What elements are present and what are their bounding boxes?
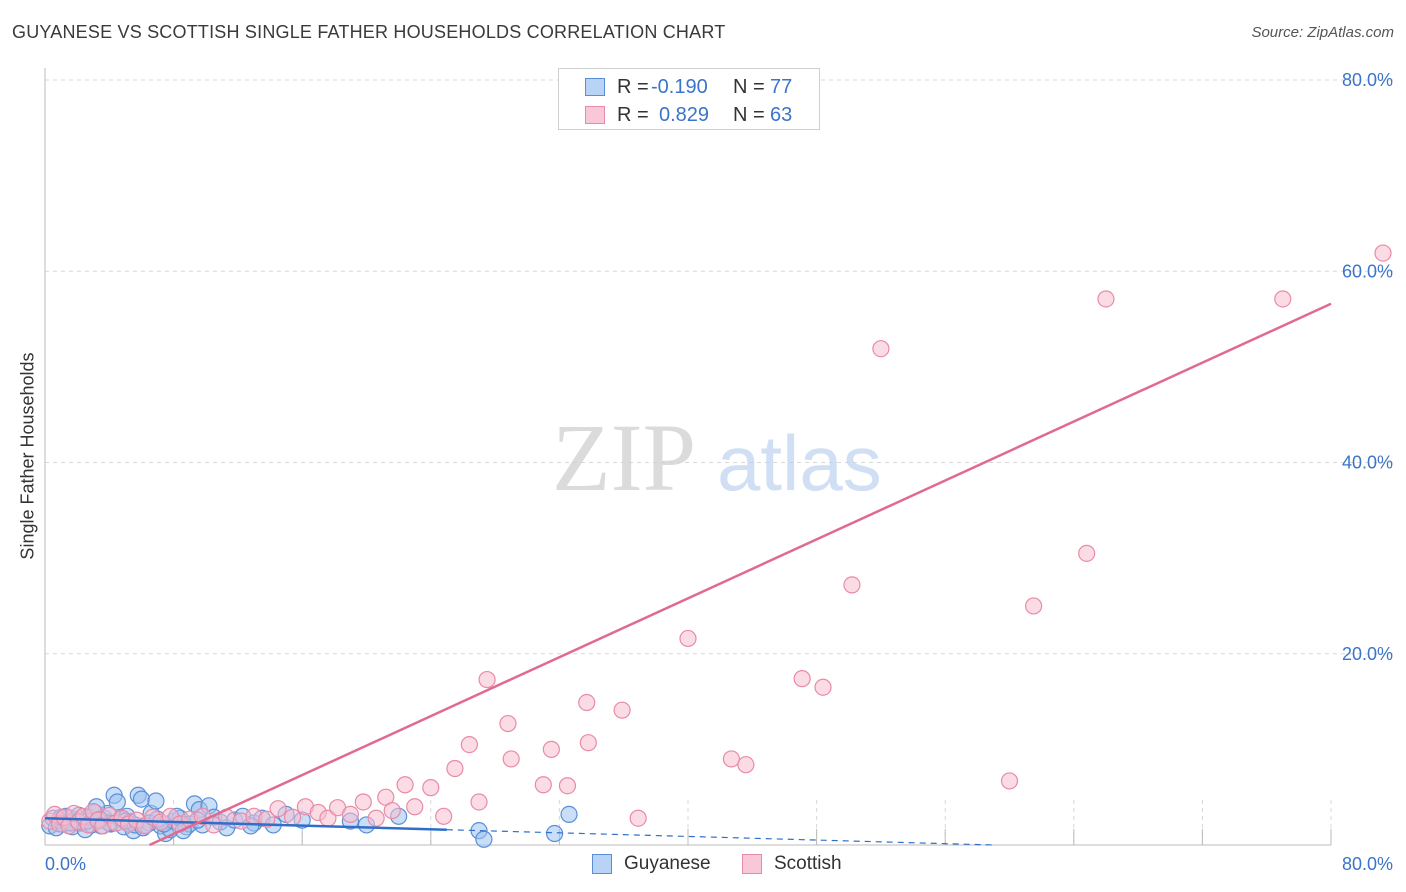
y-tick-label: 40.0% bbox=[1342, 453, 1393, 473]
legend-row-guyanese: R = -0.190 N = 77 bbox=[559, 72, 819, 100]
watermark-zip: ZIP bbox=[552, 404, 696, 511]
scottish-point bbox=[422, 779, 440, 797]
scottish-point bbox=[283, 808, 302, 826]
y-axis-label: Single Father Households bbox=[17, 352, 38, 560]
scottish-point bbox=[629, 809, 647, 827]
guyanese-legend-swatch bbox=[592, 854, 612, 874]
guyanese-swatch bbox=[585, 78, 605, 96]
scottish-point bbox=[470, 793, 488, 811]
watermark: ZIP atlas bbox=[552, 404, 882, 511]
scottish-point bbox=[446, 759, 464, 778]
scottish-trend-line bbox=[148, 302, 1332, 847]
scottish-point bbox=[1025, 597, 1043, 615]
scottish-point bbox=[341, 805, 360, 824]
scottish-swatch bbox=[585, 106, 605, 124]
scottish-point bbox=[843, 576, 861, 594]
scottish-point bbox=[793, 670, 811, 688]
source-credit: Source: ZipAtlas.com bbox=[1251, 24, 1394, 41]
scottish-point bbox=[258, 810, 276, 828]
scottish-point bbox=[1374, 244, 1392, 262]
r-label: R = bbox=[617, 76, 649, 98]
r-value: 0.829 bbox=[659, 104, 710, 126]
scottish-point bbox=[737, 756, 755, 774]
guyanese-point bbox=[560, 805, 578, 824]
n-label: N = bbox=[733, 76, 765, 98]
scottish-point bbox=[679, 629, 697, 648]
watermark-atlas: atlas bbox=[717, 419, 882, 507]
scottish-point bbox=[396, 776, 414, 794]
guyanese-point bbox=[132, 790, 151, 808]
guyanese-point bbox=[147, 792, 165, 810]
y-tick-label: 80.0% bbox=[1342, 70, 1393, 90]
scottish-point bbox=[478, 670, 496, 689]
scottish-legend-label: Scottish bbox=[774, 853, 842, 874]
legend-row-scottish: R = 0.829 N = 63 bbox=[559, 100, 819, 128]
scottish-point bbox=[1000, 772, 1019, 790]
guyanese-legend-label: Guyanese bbox=[624, 853, 711, 874]
x-tick-label-min: 0.0% bbox=[45, 854, 86, 874]
scottish-point bbox=[1274, 290, 1292, 308]
scottish-point bbox=[383, 801, 401, 820]
scottish-point bbox=[542, 740, 560, 758]
x-tick-label-max: 80.0% bbox=[1342, 854, 1393, 874]
scottish-point bbox=[435, 807, 453, 825]
scottish-point bbox=[406, 798, 424, 816]
scottish-points bbox=[41, 244, 1392, 835]
guyanese-point bbox=[108, 793, 126, 811]
guyanese-trend-extension bbox=[446, 829, 994, 846]
n-value: 63 bbox=[770, 104, 793, 126]
scottish-point bbox=[367, 809, 385, 827]
scottish-point bbox=[1078, 544, 1096, 562]
y-tick-label: 60.0% bbox=[1342, 261, 1393, 281]
guyanese-trend-line bbox=[44, 816, 447, 831]
scottish-legend-swatch bbox=[742, 854, 762, 874]
r-value: -0.190 bbox=[651, 76, 708, 98]
n-value: 77 bbox=[770, 76, 793, 98]
correlation-legend: R = -0.190 N = 77 R = 0.829 N = 63 bbox=[558, 68, 820, 130]
scottish-point bbox=[558, 777, 577, 795]
scottish-point bbox=[1097, 290, 1115, 308]
n-label: N = bbox=[733, 104, 765, 126]
scottish-point bbox=[613, 701, 631, 719]
tick-labels: 20.0% 40.0% 60.0% 80.0% 0.0% 80.0% bbox=[45, 70, 1393, 874]
scottish-point bbox=[722, 750, 741, 768]
scottish-point bbox=[578, 693, 596, 712]
scottish-point bbox=[269, 800, 287, 818]
scottish-point bbox=[460, 735, 478, 754]
scottish-point bbox=[354, 793, 372, 811]
scottish-point bbox=[814, 678, 832, 696]
scottish-point bbox=[579, 734, 597, 752]
guyanese-point bbox=[475, 830, 493, 848]
scottish-point bbox=[499, 714, 517, 733]
scottish-point bbox=[534, 776, 552, 794]
scottish-point bbox=[502, 750, 520, 768]
y-tick-label: 20.0% bbox=[1342, 644, 1393, 664]
guyanese-point bbox=[545, 824, 564, 843]
r-label: R = bbox=[617, 104, 649, 126]
chart-title: GUYANESE VS SCOTTISH SINGLE FATHER HOUSE… bbox=[12, 22, 726, 42]
scottish-point bbox=[872, 340, 890, 358]
trend-lines bbox=[44, 302, 1332, 847]
